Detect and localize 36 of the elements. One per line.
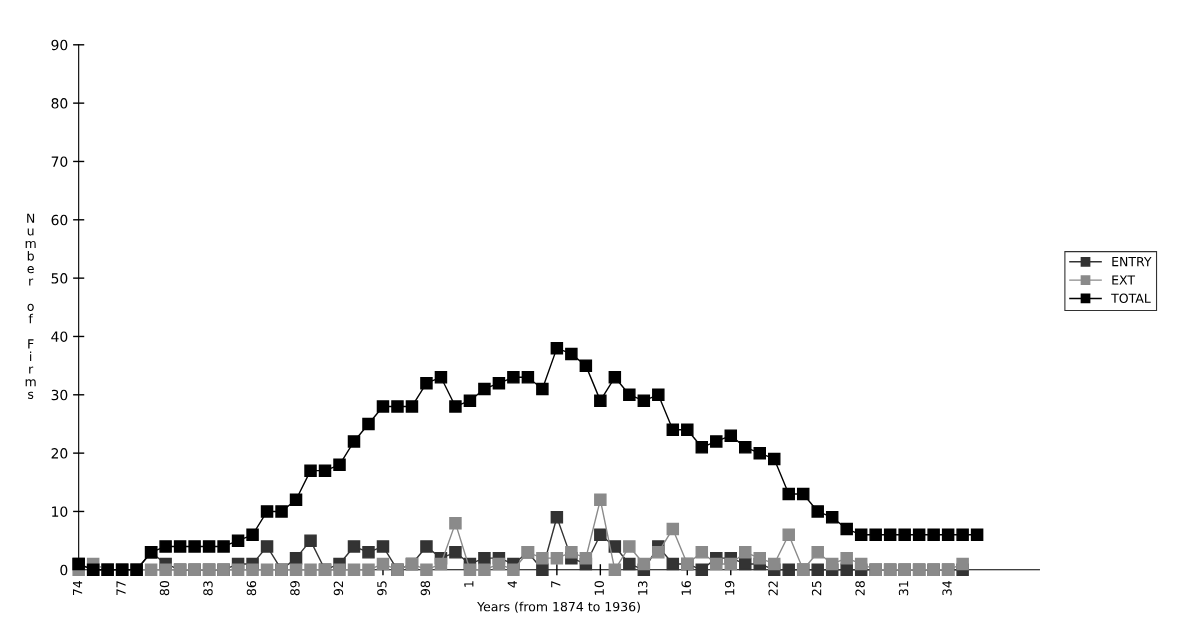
x-tick-label: 1 [464,581,474,587]
x-tick-label: 7 [551,581,561,588]
x-tick-label: 28 [855,581,865,596]
y-tick-label: 90 [51,39,68,51]
x-tick-label: 19 [724,581,735,595]
x-tick-label: 77 [116,581,126,596]
x-tick-label: 89 [290,581,300,596]
x-tick-label: 74 [73,580,83,596]
x-tick-label: 92 [333,581,344,596]
y-tick-label: 20 [51,448,68,459]
legend-label: ENTRY [1112,257,1152,267]
y-tick-label: 50 [51,273,68,284]
legend-label: EXT [1112,275,1136,285]
y-tick-label: 10 [52,506,68,517]
x-tick-label: 16 [681,581,691,595]
x-tick-label: 98 [420,581,431,596]
x-tick-label: 86 [246,581,257,596]
x-tick-label: 10 [594,581,604,595]
y-tick-label: 40 [51,331,68,342]
x-axis-title: Years (from 1874 to 1936) [477,601,640,613]
text: Number of Firms [25,213,36,399]
y-tick-label: 30 [51,389,68,401]
x-tick-label: 4 [507,580,517,588]
x-tick-label: 34 [942,580,952,596]
y-tick-label: 70 [51,156,68,167]
y-tick-label: 0 [60,564,68,576]
x-tick-label: 22 [768,581,778,596]
x-tick-label: 25 [811,581,822,596]
y-tick-label: 80 [51,98,68,109]
y-tick-label: 60 [51,214,68,226]
x-tick-label: 95 [377,581,387,596]
legend-label: TOTAL [1111,293,1151,304]
x-tick-label: 31 [898,581,909,596]
x-tick-label: 13 [637,581,648,595]
x-tick-label: 83 [203,581,213,596]
x-tick-label: 80 [159,581,170,596]
